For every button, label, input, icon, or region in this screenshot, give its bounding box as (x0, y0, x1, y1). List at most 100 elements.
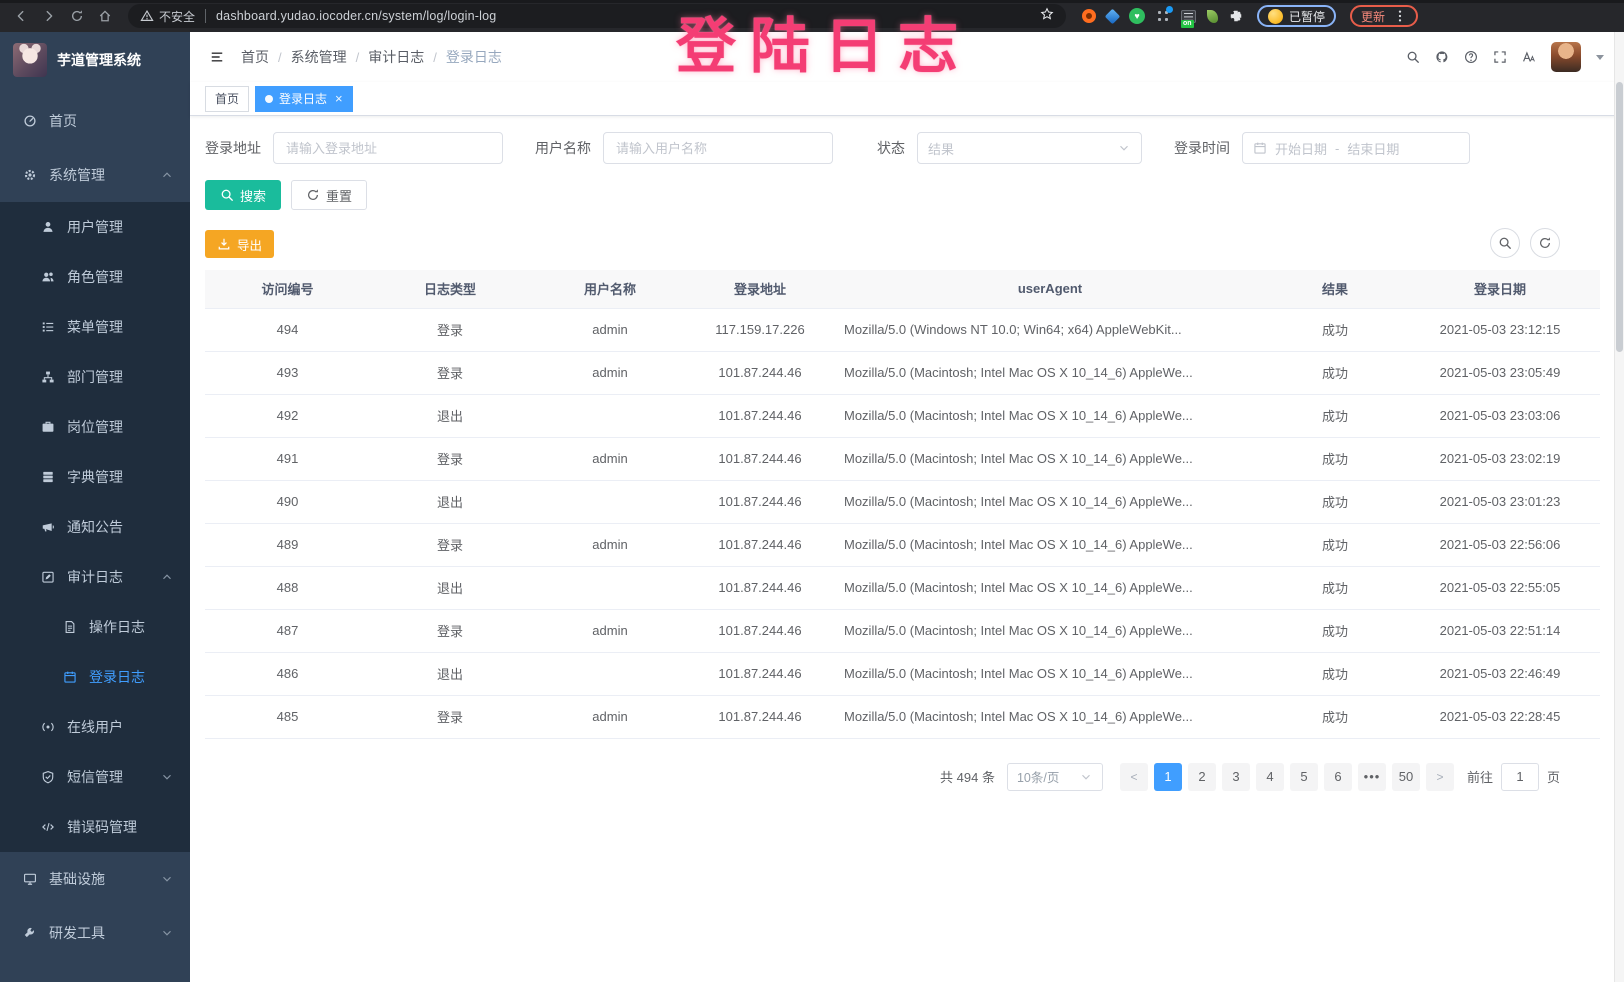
page-button-1[interactable]: 1 (1153, 762, 1182, 791)
sidebar-item-operation-log[interactable]: 操作日志 (0, 602, 190, 652)
next-page-button[interactable]: > (1425, 762, 1454, 791)
ext-list-icon[interactable]: on (1181, 9, 1196, 28)
chevron-down-icon (159, 770, 174, 785)
ext-plant-icon[interactable] (1207, 9, 1218, 23)
address-bar[interactable]: 不安全 dashboard.yudao.iocoder.cn/system/lo… (128, 4, 1066, 28)
sidebar-item-infrastructure[interactable]: 基础设施 (0, 852, 190, 906)
sidebar-item-dict-management[interactable]: 字典管理 (0, 452, 190, 502)
cell-id: 488 (205, 566, 370, 610)
ext-gem-icon[interactable] (1104, 8, 1121, 24)
cell-ip: 117.159.17.226 (690, 307, 830, 352)
sidebar-item-role-management[interactable]: 角色管理 (0, 252, 190, 302)
breadcrumb-item[interactable]: 审计日志 (368, 49, 425, 65)
chevron-up-icon (159, 168, 174, 183)
url-text[interactable]: dashboard.yudao.iocoder.cn/system/log/lo… (216, 9, 497, 23)
page-button-50[interactable]: 50 (1391, 762, 1420, 791)
breadcrumb-separator: / (278, 49, 282, 65)
extensions-puzzle-icon[interactable] (1229, 9, 1243, 23)
toggle-search-button[interactable] (1490, 228, 1520, 258)
cell-result: 成功 (1270, 351, 1400, 395)
page-button-5[interactable]: 5 (1289, 762, 1318, 791)
sidebar-item-login-log[interactable]: 登录日志 (0, 652, 190, 702)
sidebar-item-audit-log[interactable]: 审计日志 (0, 552, 190, 602)
cell-date: 2021-05-03 22:46:49 (1400, 652, 1600, 696)
fullscreen-icon[interactable] (1493, 50, 1507, 64)
forward-icon[interactable] (36, 4, 62, 28)
breadcrumb-item[interactable]: 首页 (241, 49, 269, 65)
sidebar-item-error-code-management[interactable]: 错误码管理 (0, 802, 190, 852)
update-button[interactable]: 更新 (1350, 5, 1419, 27)
search-button[interactable]: 搜索 (205, 180, 282, 210)
breadcrumb-item[interactable]: 系统管理 (290, 49, 347, 65)
user-avatar[interactable] (1551, 42, 1581, 72)
sidebar-item-dev-tools[interactable]: 研发工具 (0, 906, 190, 960)
login-address-input[interactable] (273, 132, 503, 164)
sidebar-item-post-management[interactable]: 岗位管理 (0, 402, 190, 452)
reset-button[interactable]: 重置 (291, 180, 368, 210)
home-icon[interactable] (92, 4, 118, 28)
sidebar-item-menu-management[interactable]: 菜单管理 (0, 302, 190, 352)
cell-result: 成功 (1270, 695, 1400, 739)
date-range-picker[interactable]: 开始日期 - 结束日期 (1242, 132, 1470, 164)
help-icon[interactable] (1464, 50, 1478, 64)
cell-ip: 101.87.244.46 (690, 695, 830, 739)
browser-bar: 不安全 dashboard.yudao.iocoder.cn/system/lo… (0, 0, 1624, 32)
kebab-menu-icon[interactable] (1393, 9, 1407, 23)
ext-grid-icon[interactable] (1156, 6, 1173, 23)
tab-home[interactable]: 首页 (205, 85, 250, 112)
sidebar-item-user-management[interactable]: 用户管理 (0, 202, 190, 252)
cell-user_agent: Mozilla/5.0 (Macintosh; Intel Mac OS X 1… (830, 437, 1270, 481)
sidebar-item-label: 错误码管理 (67, 819, 137, 835)
ext-orange-icon[interactable] (1082, 9, 1096, 23)
font-size-icon[interactable] (1522, 50, 1536, 64)
tab-login-log[interactable]: 登录日志 × (255, 85, 353, 112)
status-select[interactable]: 结果 (917, 132, 1142, 164)
caret-down-icon[interactable] (1596, 54, 1604, 60)
code-icon (40, 820, 55, 835)
username-input[interactable] (603, 132, 833, 164)
sidebar-logo[interactable]: 芋道管理系统 (0, 32, 190, 88)
page-scrollbar[interactable] (1614, 32, 1624, 982)
cell-username: admin (530, 437, 690, 481)
search-icon[interactable] (1406, 50, 1420, 64)
scrollbar-thumb[interactable] (1616, 82, 1623, 352)
reload-icon[interactable] (64, 4, 90, 28)
sidebar-item-label: 菜单管理 (67, 319, 123, 335)
sidebar-item-notice-announcement[interactable]: 通知公告 (0, 502, 190, 552)
chevron-down-icon (159, 926, 174, 941)
page-button-6[interactable]: 6 (1323, 762, 1352, 791)
export-button-label: 导出 (237, 238, 263, 253)
sidebar-item-system-management[interactable]: 系统管理 (0, 148, 190, 202)
prev-page-button[interactable]: < (1119, 762, 1148, 791)
cell-date: 2021-05-03 23:02:19 (1400, 437, 1600, 481)
sidebar-item-sms-management[interactable]: 短信管理 (0, 752, 190, 802)
page-size-select[interactable]: 10条/页 (1006, 762, 1103, 791)
export-button[interactable]: 导出 (205, 230, 275, 258)
status-placeholder: 结果 (928, 141, 955, 157)
ext-heart-icon[interactable]: ♥ (1129, 8, 1145, 24)
cell-username: admin (530, 609, 690, 653)
page-button-4[interactable]: 4 (1255, 762, 1284, 791)
page-button-3[interactable]: 3 (1221, 762, 1250, 791)
bookmark-star-icon[interactable] (1040, 7, 1054, 26)
back-icon[interactable] (8, 4, 34, 28)
tab-close-icon[interactable]: × (335, 91, 343, 106)
goto-suffix: 页 (1546, 770, 1560, 785)
sidebar-item-online-users[interactable]: 在线用户 (0, 702, 190, 752)
submenu: 用户管理 角色管理菜单管理部门管理岗位管理字典管理 通知公告 审计日志 操作日志 登录日志… (0, 202, 190, 852)
goto-input[interactable] (1500, 762, 1539, 791)
cell-result: 成功 (1270, 523, 1400, 567)
more-pages-button[interactable]: ••• (1357, 762, 1386, 791)
refresh-button[interactable] (1530, 228, 1560, 258)
sidebar-item-label: 研发工具 (49, 925, 105, 941)
page-size-value: 10条/页 (1016, 771, 1060, 785)
sidebar-item-home[interactable]: 首页 (0, 94, 190, 148)
security-warning[interactable]: 不安全 (140, 8, 195, 25)
sidebar-item-dept-management[interactable]: 部门管理 (0, 352, 190, 402)
page-button-2[interactable]: 2 (1187, 762, 1216, 791)
github-icon[interactable] (1435, 50, 1449, 64)
hamburger-icon[interactable] (210, 50, 224, 64)
paused-pill[interactable]: 已暂停 (1257, 5, 1337, 27)
sidebar-item-label: 岗位管理 (67, 419, 123, 435)
